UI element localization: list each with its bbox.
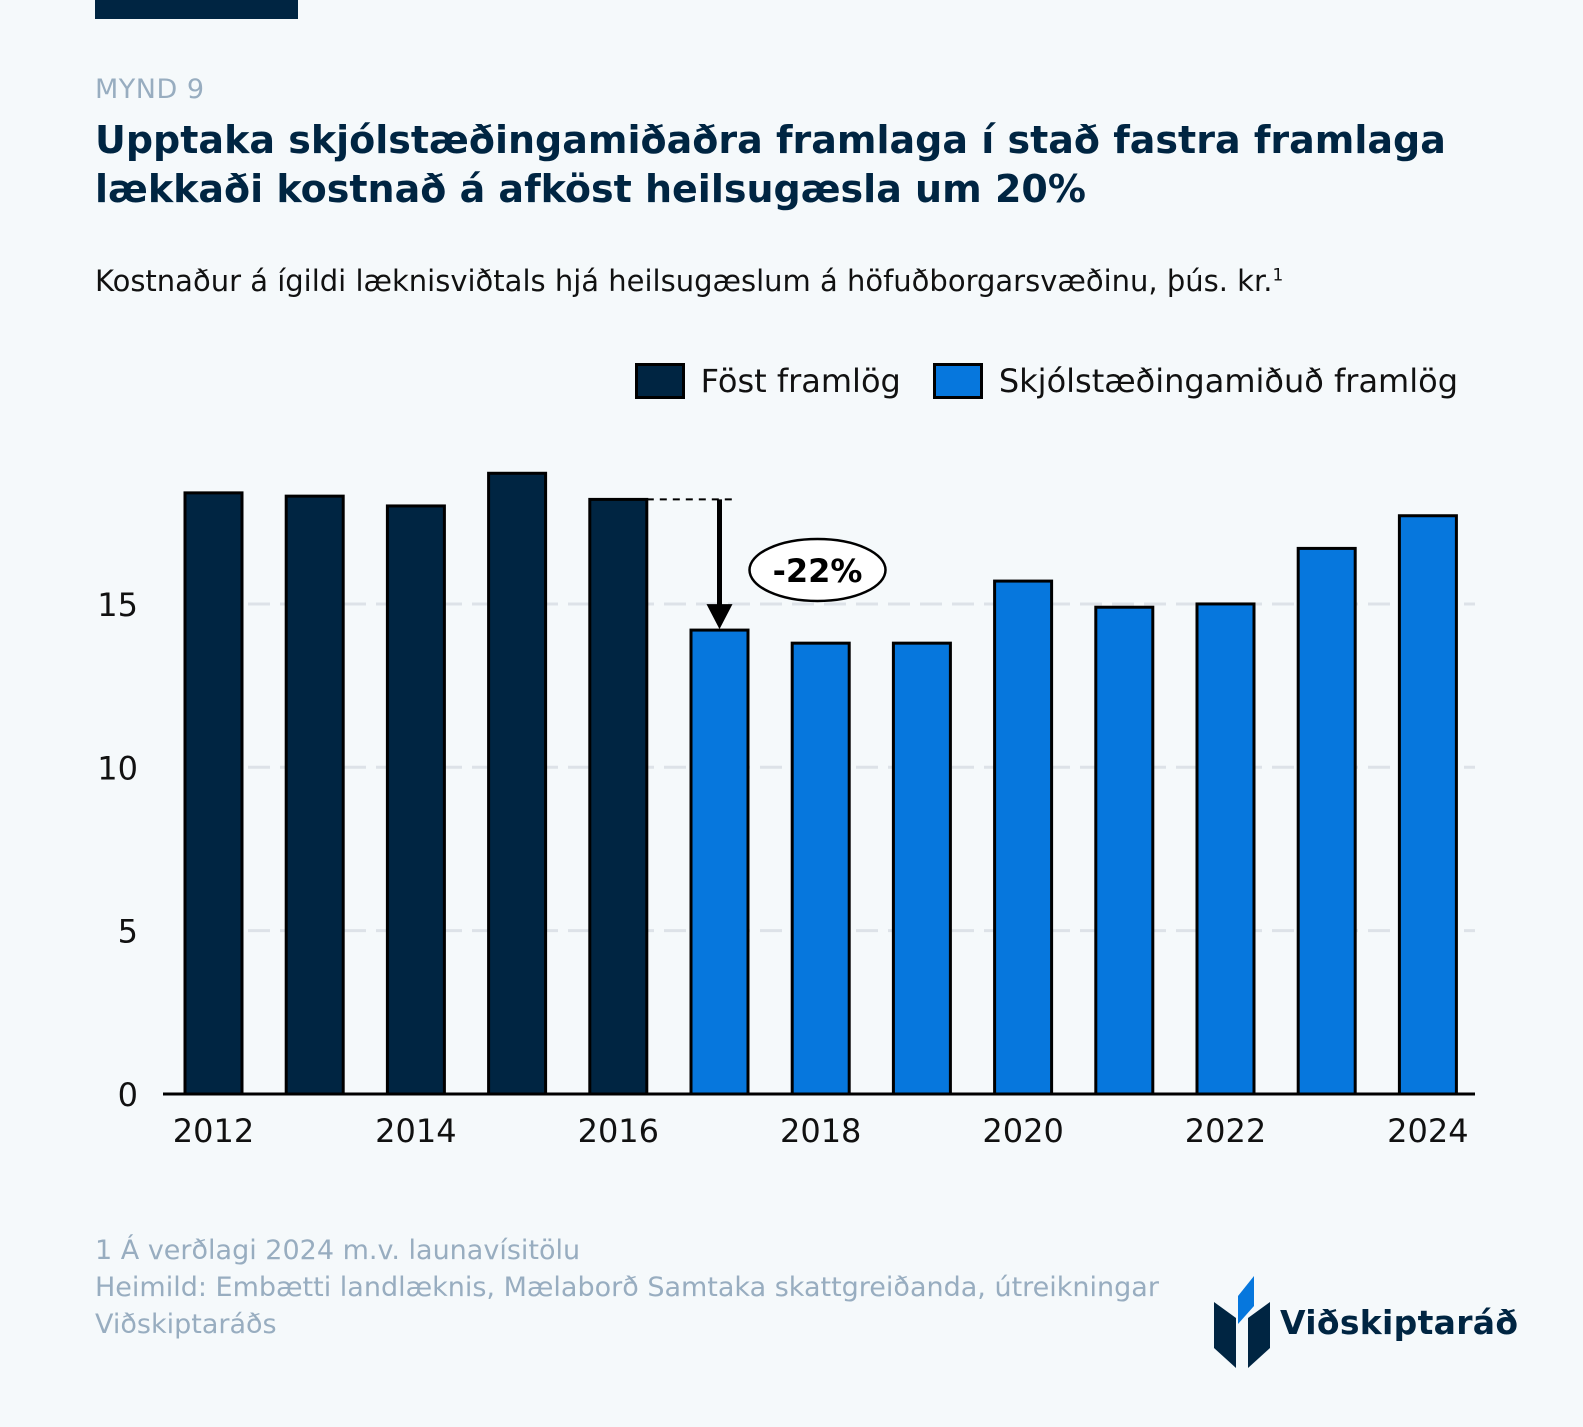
gridlines: [248, 602, 1475, 933]
legend: Föst framlög Skjólstæðingamiðuð framlög: [603, 362, 1458, 400]
bar-2019: [891, 641, 952, 1096]
x-tick-label: 2016: [578, 1112, 659, 1150]
chart-title: Upptaka skjólstæðingamiðaðra framlaga í …: [95, 118, 1446, 211]
bar-2012: [183, 491, 244, 1096]
x-axis-ticks: 2012 2014 2016 2018 2020 2022 2024: [173, 1112, 1469, 1150]
x-tick-label: 2018: [780, 1112, 861, 1150]
logo: Viðskiptaráð: [1214, 1276, 1518, 1368]
bar-2015: [487, 471, 548, 1096]
x-tick-label: 2022: [1185, 1112, 1266, 1150]
legend-swatch-client: [932, 363, 983, 399]
x-tick-label: 2020: [982, 1112, 1063, 1150]
bar-2013: [284, 494, 345, 1096]
y-axis-ticks: 0 5 10 15: [97, 586, 138, 1114]
footnote-note: 1 Á verðlagi 2024 m.v. launavísitölu: [95, 1235, 581, 1266]
subtitle-text: Kostnaður á ígildi læknisviðtals hjá hei…: [95, 264, 1273, 298]
x-tick-label: 2024: [1387, 1112, 1468, 1150]
arrow-down-icon: [706, 604, 733, 630]
figure-label: MYND 9: [95, 74, 205, 105]
logo-text: Viðskiptaráð: [1280, 1302, 1519, 1342]
legend-label-fixed: Föst framlög: [700, 362, 901, 400]
y-tick-label: 0: [118, 1076, 138, 1114]
bar-2023: [1296, 546, 1357, 1096]
legend-swatch-fixed: [634, 363, 685, 399]
top-accent-bar: [95, 0, 298, 19]
annotation-label: -22%: [773, 552, 863, 590]
bar-chart: 0 5 10 15 2012 2014 2016 2018 2020 2022 2024 -22%: [97, 471, 1475, 1150]
y-tick-label: 10: [97, 749, 138, 787]
x-tick-label: 2014: [375, 1112, 456, 1150]
bar-2016: [588, 497, 649, 1096]
change-annotation: -22%: [646, 498, 887, 630]
legend-label-client: Skjólstæðingamiðuð framlög: [998, 362, 1458, 400]
legend-item-fixed: Föst framlög: [634, 362, 901, 400]
logo-mark-icon: [1214, 1276, 1270, 1368]
bar-2024: [1397, 514, 1458, 1096]
bar-2017: [689, 628, 750, 1096]
legend-item-client: Skjólstæðingamiðuð framlög: [932, 362, 1458, 400]
bar-2020: [993, 579, 1054, 1096]
bar-2018: [790, 641, 851, 1096]
y-tick-label: 15: [97, 586, 138, 624]
bar-2021: [1094, 605, 1155, 1096]
source-text: Heimild: Embætti landlæknis, Mælaborð Sa…: [95, 1272, 1159, 1340]
footnote-mark: 1: [1272, 265, 1284, 286]
bar-2014: [385, 504, 446, 1096]
annotation-bubble: [748, 537, 887, 603]
y-tick-label: 5: [118, 913, 138, 951]
footnote: 1 Á verðlagi 2024 m.v. launavísitölu Hei…: [95, 1232, 1215, 1343]
bars: [183, 471, 1458, 1096]
bar-2022: [1195, 602, 1256, 1096]
x-tick-label: 2012: [173, 1112, 254, 1150]
chart-subtitle: Kostnaður á ígildi læknisviðtals hjá hei…: [95, 264, 1283, 298]
